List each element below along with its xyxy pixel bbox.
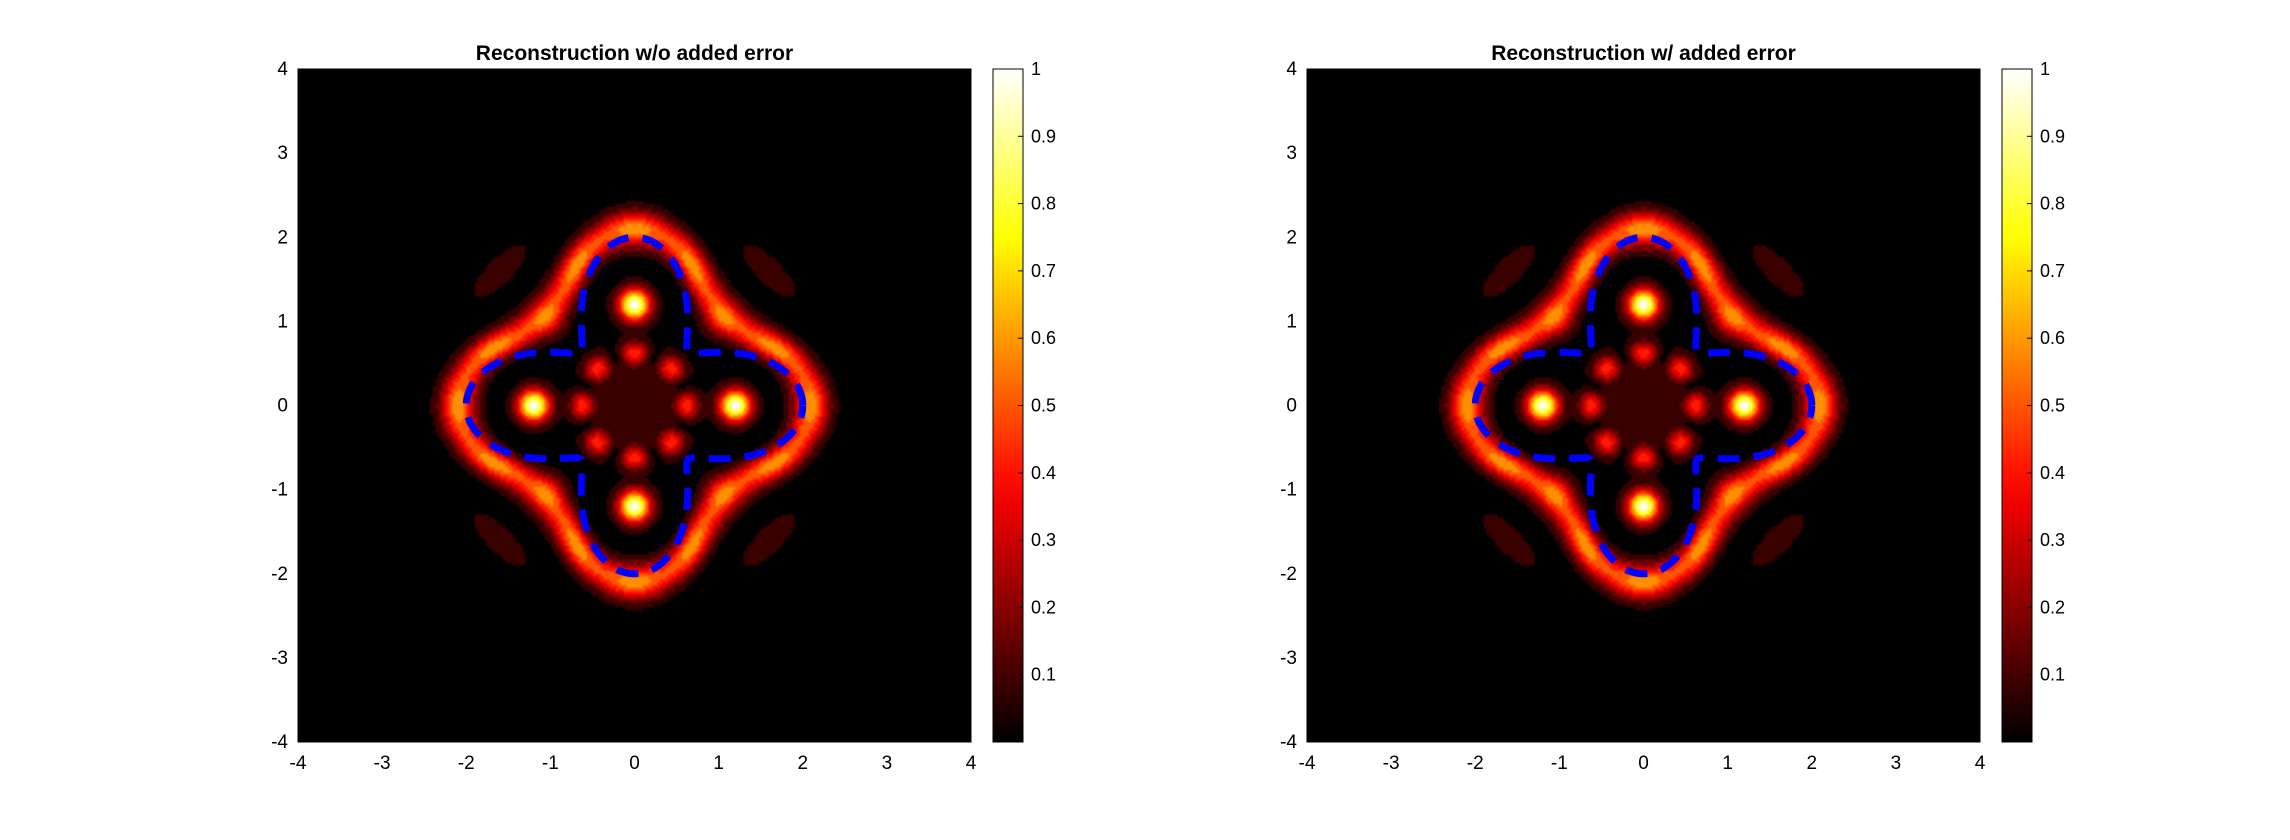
chart-title: Reconstruction w/ added error bbox=[1491, 42, 1796, 65]
y-tick-label: 0 bbox=[277, 396, 288, 417]
y-tick-label: -2 bbox=[1280, 564, 1297, 585]
x-tick-label: 2 bbox=[1806, 753, 1817, 774]
chart-panel-1: -4 -3 -2 -1 0 1 2 3 4 4 3 2 1 0 -1 -2 -3 -4 Reconstruction… bbox=[271, 42, 1056, 774]
x-tick-label: -1 bbox=[542, 753, 559, 774]
chart-title: Reconstruction w/o added error bbox=[476, 42, 793, 65]
colorbar-tick-label: 0.4 bbox=[2040, 463, 2065, 483]
colorbar-tick-label: 0.1 bbox=[1031, 665, 1056, 685]
boundary-curve bbox=[1471, 233, 1816, 578]
colorbar-tick-label: 0.4 bbox=[1031, 463, 1056, 483]
y-tick-label: 4 bbox=[277, 59, 288, 80]
colorbar-tick-label: 1 bbox=[1031, 59, 1041, 79]
x-tick-label: 4 bbox=[1975, 753, 1986, 774]
y-tick-label: -4 bbox=[271, 732, 288, 753]
colorbar-tick-label: 0.8 bbox=[1031, 194, 1056, 214]
x-tick-label: 0 bbox=[1638, 753, 1649, 774]
x-tick-label: 4 bbox=[966, 753, 977, 774]
x-tick-label: -4 bbox=[1299, 753, 1316, 774]
y-tick-label: -4 bbox=[1280, 732, 1297, 753]
chart-panel-2: -4 -3 -2 -1 0 1 2 3 4 4 3 2 1 0 -1 -2 -3 -4 Reconstruction… bbox=[1280, 42, 2065, 774]
x-tick-label: 1 bbox=[713, 753, 724, 774]
colorbar-tick-label: 0.7 bbox=[1031, 261, 1056, 281]
x-tick-label: 3 bbox=[1891, 753, 1902, 774]
x-tick-label: -2 bbox=[458, 753, 475, 774]
colorbar-tick-label: 0.5 bbox=[1031, 396, 1056, 416]
y-tick-label: -3 bbox=[271, 648, 288, 669]
x-tick-label: 1 bbox=[1722, 753, 1733, 774]
heatmap-image bbox=[298, 69, 971, 742]
y-tick-label: 1 bbox=[1286, 311, 1297, 332]
y-tick-label: -2 bbox=[271, 564, 288, 585]
y-tick-label: -3 bbox=[1280, 648, 1297, 669]
colorbar-tick-label: 0.9 bbox=[1031, 126, 1056, 146]
y-tick-label: -1 bbox=[271, 480, 288, 501]
colorbar-tick-label: 0.1 bbox=[2040, 665, 2065, 685]
y-tick-label: 3 bbox=[277, 143, 288, 164]
x-tick-label: -2 bbox=[1467, 753, 1484, 774]
y-tick-label: 2 bbox=[277, 227, 288, 248]
colorbar-tick-label: 0.2 bbox=[2040, 597, 2065, 617]
colorbar-tick-label: 0.3 bbox=[1031, 530, 1056, 550]
colorbar-tick-label: 0.7 bbox=[2040, 261, 2065, 281]
y-tick-label: 2 bbox=[1286, 227, 1297, 248]
x-tick-label: -3 bbox=[1383, 753, 1400, 774]
y-tick-label: 3 bbox=[1286, 143, 1297, 164]
x-tick-label: 2 bbox=[797, 753, 808, 774]
colorbar-tick-label: 0.2 bbox=[1031, 597, 1056, 617]
x-tick-label: 3 bbox=[882, 753, 893, 774]
x-tick-label: -4 bbox=[290, 753, 307, 774]
y-tick-label: 1 bbox=[277, 311, 288, 332]
colorbar-tick-label: 0.3 bbox=[2040, 530, 2065, 550]
y-tick-label: 0 bbox=[1286, 396, 1297, 417]
colorbar-tick-label: 0.6 bbox=[1031, 328, 1056, 348]
x-tick-label: -1 bbox=[1551, 753, 1568, 774]
colorbar-tick-label: 0.6 bbox=[2040, 328, 2065, 348]
colorbar-tick-label: 0.9 bbox=[2040, 126, 2065, 146]
boundary-curve bbox=[462, 233, 807, 578]
y-tick-label: 4 bbox=[1286, 59, 1297, 80]
colorbar-tick-label: 0.5 bbox=[2040, 396, 2065, 416]
x-tick-label: -3 bbox=[374, 753, 391, 774]
colorbar-tick-label: 1 bbox=[2040, 59, 2050, 79]
heatmap-image bbox=[1307, 69, 1980, 742]
y-tick-label: -1 bbox=[1280, 480, 1297, 501]
colorbar-tick-label: 0.8 bbox=[2040, 194, 2065, 214]
x-tick-label: 0 bbox=[629, 753, 640, 774]
